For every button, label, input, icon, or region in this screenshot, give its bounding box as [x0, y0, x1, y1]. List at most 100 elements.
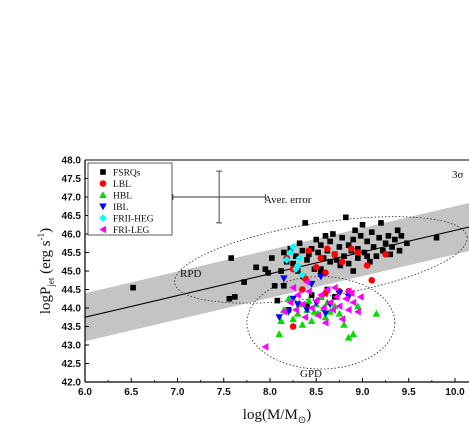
- fit-line: [85, 226, 469, 318]
- x-tick-label: 7.0: [171, 387, 185, 398]
- fsrqs-point: [350, 236, 357, 243]
- lbl-point: [348, 245, 355, 253]
- fsrqs-point: [398, 233, 405, 239]
- fri-leg-point: [319, 304, 327, 312]
- lbl-point: [368, 276, 376, 284]
- fsrqs-point: [278, 268, 284, 274]
- fsrqs-point: [296, 240, 303, 247]
- fsrqs-point: [313, 236, 320, 243]
- lbl-point: [299, 286, 306, 293]
- gpd-ellipse: [246, 276, 396, 370]
- fsrqs-point: [253, 264, 259, 271]
- y-tick-label: 43.0: [62, 341, 82, 352]
- lbl-point: [317, 254, 325, 262]
- fsrqs-point: [361, 249, 368, 256]
- fri-leg-point: [317, 291, 324, 299]
- y-tick-label: 46.0: [62, 230, 82, 241]
- lbl-point: [305, 247, 313, 254]
- annotation-aver-error: Aver. error: [264, 194, 312, 206]
- fsrqs-point: [339, 234, 345, 241]
- hbl-point: [298, 320, 307, 328]
- y-tick-label: 44.0: [62, 304, 82, 315]
- hbl-point: [289, 315, 297, 323]
- fri-leg-point: [305, 287, 312, 296]
- fsrqs-point: [433, 234, 440, 241]
- fri-leg-point: [330, 283, 338, 292]
- hbl-point: [335, 309, 344, 317]
- annotation-3sigma: 3σ: [452, 169, 464, 181]
- fri-leg-point: [261, 343, 269, 351]
- fsrqs-point: [293, 253, 299, 259]
- fsrqs-point: [262, 266, 269, 272]
- frii-heg-point: [289, 243, 297, 251]
- hbl-point: [330, 302, 339, 310]
- y-tick-label: 45.5: [62, 248, 82, 259]
- x-tick-label: 9.5: [402, 387, 416, 398]
- frii-heg-point: [298, 270, 307, 279]
- fsrqs-point: [341, 253, 347, 259]
- fsrqs-point: [269, 255, 275, 261]
- fsrqs-point: [330, 231, 336, 237]
- fri-leg-point: [307, 304, 315, 312]
- fsrqs-point: [394, 227, 401, 234]
- hbl-point: [275, 330, 284, 337]
- fsrqs-point: [265, 270, 271, 276]
- x-tick-label: 10.0: [445, 387, 465, 398]
- fri-leg-point: [286, 298, 294, 307]
- legend-label: LBL: [113, 180, 131, 190]
- fsrqs-point: [308, 292, 315, 298]
- fri-leg-point: [323, 285, 331, 294]
- rpd-ellipse: [174, 216, 468, 304]
- fsrqs-point: [350, 268, 357, 274]
- average-error-bar: [172, 170, 266, 224]
- fsrqs-point: [327, 238, 333, 245]
- fri-leg-point: [344, 306, 352, 314]
- fri-leg-point: [312, 296, 320, 305]
- fri-leg-point: [321, 319, 329, 327]
- ibl-point: [321, 310, 330, 318]
- hbl-point: [354, 302, 362, 310]
- hbl-point: [305, 296, 313, 304]
- data-points: [130, 214, 440, 351]
- ibl-point: [280, 275, 288, 283]
- fsrqs-point: [228, 255, 234, 261]
- fsrqs-point: [306, 251, 312, 258]
- fsrqs-point: [389, 244, 395, 250]
- x-tick-label: 9.0: [356, 387, 370, 398]
- hbl-point: [326, 307, 334, 315]
- hbl-point: [372, 309, 381, 317]
- annotation-rpd: RPD: [180, 268, 201, 280]
- legend-label: FRII-HEG: [113, 215, 154, 225]
- fri-leg-point: [342, 294, 349, 303]
- fri-leg-point: [326, 298, 334, 307]
- annotation-gpd: GPD: [300, 368, 322, 380]
- fsrqs-point: [232, 294, 238, 300]
- fri-leg-point: [329, 306, 336, 314]
- lbl-point: [289, 323, 297, 330]
- fit-line-path: [85, 226, 469, 318]
- frii-heg-point: [282, 256, 291, 264]
- axis-ticks: 6.0 6.5 7.0 7.5 8.0 8.5 9.0 9.5 10.0 42.0 42.5 43.0…: [62, 156, 466, 399]
- lbl-point: [331, 251, 339, 258]
- fsrqs-point: [299, 247, 306, 254]
- fsrqs-point: [364, 238, 370, 245]
- fri-leg-point: [356, 293, 364, 301]
- legend-fri-leg-marker: [99, 225, 107, 234]
- hbl-point: [349, 330, 358, 337]
- fri-leg-point: [280, 307, 287, 316]
- fsrqs-point: [385, 233, 392, 239]
- legend-label: HBL: [113, 192, 132, 202]
- fsrqs-point: [357, 233, 364, 239]
- fsrqs-point: [281, 249, 287, 256]
- lbl-point: [324, 245, 331, 253]
- lbl-point: [354, 249, 362, 256]
- legend-hbl-marker: [99, 191, 107, 199]
- legend-box: [87, 162, 173, 236]
- fsrqs-point: [130, 284, 136, 291]
- fsrqs-point: [359, 221, 366, 228]
- fsrqs-point: [387, 251, 394, 258]
- fsrqs-point: [392, 236, 398, 243]
- x-axis-label: log(M/M⊙): [243, 407, 311, 426]
- y-tick-label: 44.5: [62, 285, 82, 296]
- fri-leg-point: [298, 300, 306, 309]
